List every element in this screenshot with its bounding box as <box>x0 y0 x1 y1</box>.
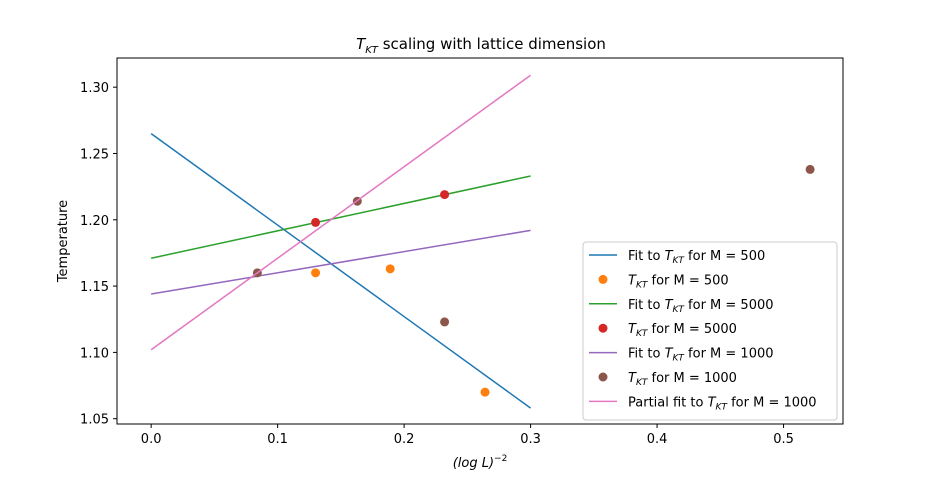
x-tick-label: 0.1 <box>267 432 288 447</box>
data-point <box>440 190 450 200</box>
data-point <box>805 164 815 174</box>
y-tick-label: 1.20 <box>80 214 109 229</box>
data-point <box>311 268 321 278</box>
legend-entry: Partial fit to TKT for M = 1000 <box>628 395 817 412</box>
legend-marker-swatch <box>598 323 608 333</box>
legend-entry: Fit to TKT for M = 500 <box>628 249 765 266</box>
legend-marker-swatch <box>598 372 608 382</box>
y-axis: 1.05 1.10 1.15 1.20 1.25 1.30 <box>80 81 117 428</box>
series-line-4 <box>151 229 531 295</box>
data-point <box>480 387 490 397</box>
legend-entry: Fit to TKT for M = 1000 <box>628 347 774 364</box>
legend-entry: TKT for M = 1000 <box>628 371 737 388</box>
legend-entry: Fit to TKT for M = 5000 <box>628 298 774 315</box>
series-line-6 <box>150 74 532 351</box>
axes-frame <box>116 57 844 425</box>
x-axis: 0.0 0.1 0.2 0.3 0.4 0.5 <box>141 424 794 447</box>
y-tick-label: 1.30 <box>80 81 109 96</box>
x-tick-label: 0.3 <box>520 432 541 447</box>
data-point <box>385 264 395 274</box>
chart-title: TKT scaling with lattice dimension <box>356 35 606 56</box>
y-tick-label: 1.15 <box>80 280 109 295</box>
x-tick-label: 0.4 <box>647 432 668 447</box>
y-axis-label: Temperature <box>56 200 71 283</box>
plot-area <box>150 74 815 409</box>
series-line-2 <box>150 175 531 259</box>
legend-entry: TKT for M = 5000 <box>628 322 737 339</box>
y-tick-label: 1.10 <box>80 346 109 361</box>
series-line-0 <box>150 132 532 409</box>
y-tick-label: 1.25 <box>80 147 109 162</box>
legend-marker-swatch <box>598 274 608 284</box>
data-point <box>440 317 450 327</box>
x-tick-label: 0.0 <box>141 432 162 447</box>
y-tick-label: 1.05 <box>80 413 109 428</box>
x-tick-label: 0.2 <box>394 432 415 447</box>
legend-box <box>582 241 838 421</box>
data-point <box>311 217 321 227</box>
x-axis-label: (log L)−2 <box>453 454 508 471</box>
legend: Fit to TKT for M = 500 TKT for M = 500 Fit… <box>582 241 838 421</box>
x-tick-label: 0.5 <box>773 432 794 447</box>
legend-entry: TKT for M = 500 <box>628 273 729 290</box>
